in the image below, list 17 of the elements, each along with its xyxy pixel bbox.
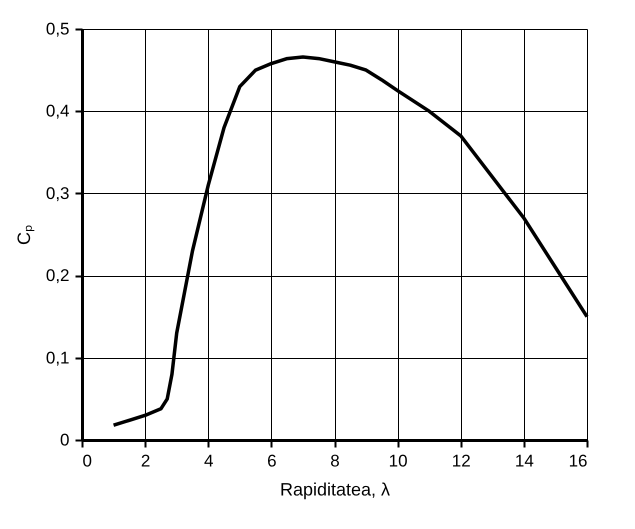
y-tick-label: 0,3 [46,184,70,203]
y-tick-label: 0,1 [46,348,70,368]
x-tick-label: 2 [140,452,150,470]
y-tick-label: 0 [60,430,70,450]
x-tick-label: 4 [204,452,214,470]
x-tick-label: 8 [330,452,340,470]
x-tick-label: 0 [82,452,92,470]
x-tick-label: 16 [568,452,588,470]
y-tick-label: 0,4 [46,102,70,121]
x-tick-label: 6 [267,452,277,470]
y-axis-title: Cₚ [14,225,35,245]
x-tick-label: 14 [514,452,534,470]
x-axis-title: Rapiditatea, λ [280,480,390,500]
y-tick-label: 0,5 [46,20,70,38]
y-tick-label: 0,2 [46,266,70,286]
x-tick-label: 12 [452,452,471,470]
x-tick-label: 10 [388,452,408,470]
